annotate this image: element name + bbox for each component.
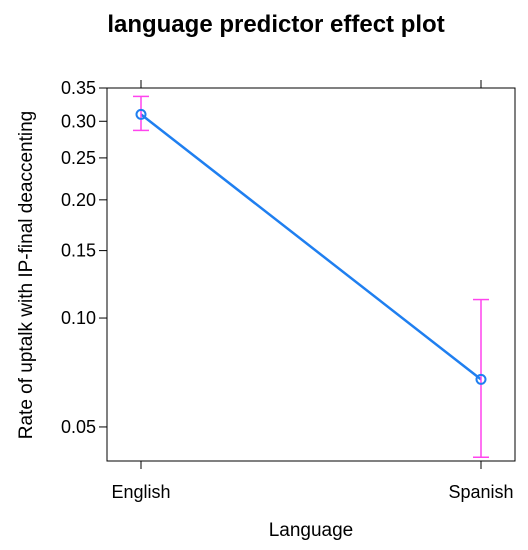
x-axis: English Spanish [111, 80, 514, 502]
effect-line [140, 113, 482, 381]
y-tick-label: 0.25 [61, 148, 96, 168]
y-tick-label: 0.35 [61, 78, 96, 98]
y-tick-label: 0.05 [61, 417, 96, 437]
y-axis: 0.05 0.10 0.15 0.20 0.25 0.30 0.35 [61, 78, 107, 437]
y-tick-label: 0.20 [61, 190, 96, 210]
y-tick-label: 0.15 [61, 241, 96, 261]
x-tick-label: Spanish [448, 482, 513, 502]
x-axis-label: Language [269, 520, 354, 541]
plot-frame [106, 87, 516, 462]
y-tick-label: 0.30 [61, 111, 96, 131]
x-tick-label: English [111, 482, 170, 502]
chart-title: language predictor effect plot [107, 11, 444, 38]
series-layer [133, 95, 489, 458]
y-tick-label: 0.10 [61, 308, 96, 328]
data-point [475, 373, 487, 385]
y-axis-label: Rate of uptalk with IP-final deaccenting [16, 111, 37, 439]
data-point [135, 108, 147, 120]
